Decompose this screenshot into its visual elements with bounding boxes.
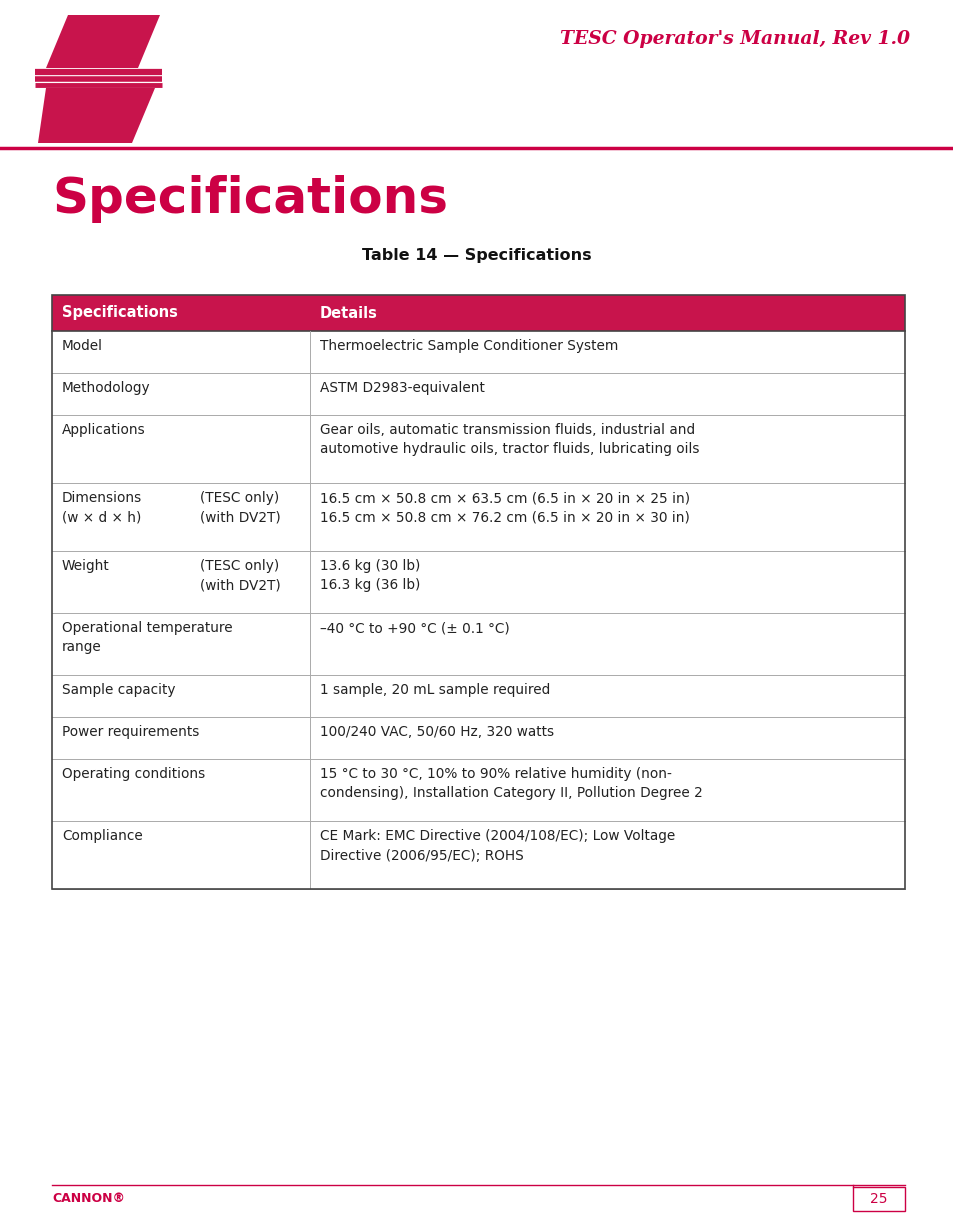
Bar [52,294,904,890]
Text: TESC Operator's Manual, Rev 1.0: TESC Operator's Manual, Rev 1.0 [559,29,909,48]
Text: (TESC only)
(with DV2T): (TESC only) (with DV2T) [200,491,280,524]
Text: Weight: Weight [62,560,110,573]
Polygon shape [38,88,154,144]
Text: Operating conditions: Operating conditions [62,767,205,782]
Bar [852,1187,904,1211]
Polygon shape [46,15,160,67]
Text: 13.6 kg (30 lb)
16.3 kg (36 lb): 13.6 kg (30 lb) 16.3 kg (36 lb) [319,560,420,593]
Text: ASTM D2983-equivalent: ASTM D2983-equivalent [319,382,484,395]
Text: 100/240 VAC, 50/60 Hz, 320 watts: 100/240 VAC, 50/60 Hz, 320 watts [319,725,554,739]
Text: Compliance: Compliance [62,829,143,843]
Text: Gear oils, automatic transmission fluids, industrial and
automotive hydraulic oi: Gear oils, automatic transmission fluids… [319,423,699,456]
Text: Table 14 — Specifications: Table 14 — Specifications [362,248,591,263]
Text: Specifications: Specifications [52,175,448,223]
Text: Thermoelectric Sample Conditioner System: Thermoelectric Sample Conditioner System [319,339,618,353]
Text: Applications: Applications [62,423,146,437]
Text: 16.5 cm × 50.8 cm × 63.5 cm (6.5 in × 20 in × 25 in)
16.5 cm × 50.8 cm × 76.2 cm: 16.5 cm × 50.8 cm × 63.5 cm (6.5 in × 20… [319,491,689,524]
Text: Sample capacity: Sample capacity [62,683,175,697]
Text: 1 sample, 20 mL sample required: 1 sample, 20 mL sample required [319,683,550,697]
Text: Power requirements: Power requirements [62,725,199,739]
Text: Operational temperature
range: Operational temperature range [62,621,233,654]
Text: Specifications: Specifications [62,306,177,320]
Bar [52,294,904,331]
Text: (TESC only)
(with DV2T): (TESC only) (with DV2T) [200,560,280,593]
Text: Methodology: Methodology [62,382,151,395]
Text: Model: Model [62,339,103,353]
Text: –40 °C to +90 °C (± 0.1 °C): –40 °C to +90 °C (± 0.1 °C) [319,621,509,636]
Text: 15 °C to 30 °C, 10% to 90% relative humidity (non-
condensing), Installation Cat: 15 °C to 30 °C, 10% to 90% relative humi… [319,767,702,800]
Text: Details: Details [319,306,377,320]
Text: Dimensions
(w × d × h): Dimensions (w × d × h) [62,491,142,524]
Text: 25: 25 [869,1191,887,1206]
Text: CANNON®: CANNON® [52,1193,125,1205]
Text: CE Mark: EMC Directive (2004/108/EC); Low Voltage
Directive (2006/95/EC); ROHS: CE Mark: EMC Directive (2004/108/EC); Lo… [319,829,675,863]
